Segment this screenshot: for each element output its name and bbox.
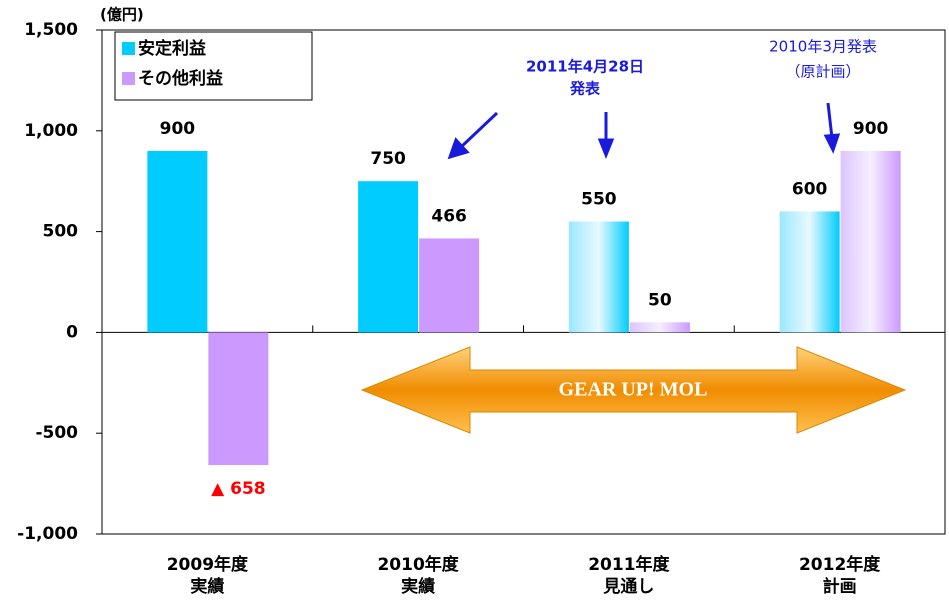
- data-label: ▲ 658: [211, 479, 265, 499]
- bar: [147, 150, 208, 333]
- x-tick-label: 実績: [190, 576, 224, 597]
- y-tick-label: 1,000: [24, 121, 78, 141]
- data-label: 750: [370, 149, 406, 169]
- legend-label: その他利益: [138, 68, 223, 89]
- y-tick-label: 0: [66, 322, 78, 342]
- data-label: 600: [792, 179, 828, 199]
- annotation: （原計画）: [785, 63, 860, 81]
- bar: [358, 181, 419, 333]
- x-tick-label: 見通し: [602, 577, 654, 597]
- y-tick-label: 1,500: [24, 20, 78, 40]
- legend-label: 安定利益: [138, 38, 206, 59]
- data-label: 550: [581, 190, 617, 210]
- data-label: 466: [431, 206, 467, 226]
- x-tick-label: 実績: [401, 576, 435, 597]
- bar: [419, 238, 480, 333]
- data-label: 900: [853, 119, 889, 139]
- y-tick-label: 500: [43, 222, 79, 242]
- bar: [840, 150, 901, 333]
- banner-text: GEAR UP! MOL: [559, 379, 708, 401]
- legend-swatch: [122, 72, 135, 85]
- y-tick-label: -1,000: [17, 524, 78, 544]
- y-tick-label: -500: [35, 423, 78, 443]
- bar: [208, 332, 269, 466]
- x-tick-label: 2012年度: [799, 554, 881, 575]
- banner-arrow: [360, 346, 907, 434]
- bar: [629, 322, 690, 333]
- plot-frame: [101, 29, 946, 535]
- annotation: 2010年3月発表: [769, 38, 877, 56]
- unit-label: (億円): [100, 6, 144, 24]
- legend-swatch: [122, 42, 135, 55]
- data-label: 50: [648, 290, 672, 310]
- annotation: 2011年4月28日: [526, 58, 644, 76]
- legend-box: [114, 31, 313, 101]
- annotation-arrows: [447, 102, 841, 160]
- x-tick-label: 2009年度: [167, 554, 249, 575]
- bar: [779, 211, 840, 333]
- data-label: 900: [160, 119, 196, 139]
- x-tick-label: 2010年度: [377, 554, 459, 575]
- x-tick-label: 計画: [823, 576, 857, 597]
- annotation: 発表: [569, 80, 601, 98]
- bar: [568, 221, 629, 333]
- x-tick-label: 2011年度: [588, 554, 670, 575]
